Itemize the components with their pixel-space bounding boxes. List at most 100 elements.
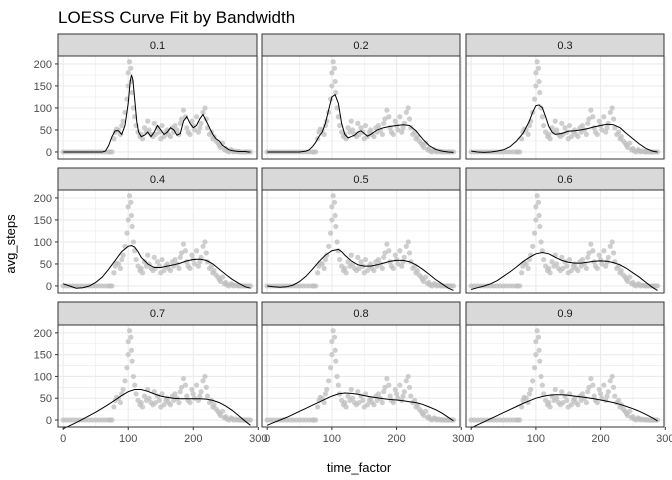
data-point — [421, 413, 427, 419]
facet-panel: 0.1 0 50 100 150 200 — [34, 33, 259, 160]
data-point — [605, 389, 611, 395]
y-tick-label: 100 — [34, 103, 52, 115]
data-point — [399, 129, 405, 135]
data-point — [187, 131, 193, 137]
facet-strip-label: 0.2 — [353, 40, 368, 52]
x-tick-label: 0 — [468, 433, 474, 445]
data-point — [382, 116, 388, 122]
data-point — [345, 125, 351, 131]
data-point — [379, 265, 385, 271]
data-point — [610, 250, 617, 256]
data-point — [128, 212, 135, 219]
facet-panel: 0.2 — [261, 33, 462, 160]
data-point — [537, 89, 543, 96]
data-point — [609, 239, 615, 245]
data-point — [343, 270, 349, 276]
data-point — [182, 382, 189, 388]
data-point — [133, 256, 139, 263]
x-tick-label: 300 — [249, 433, 267, 445]
data-point — [326, 378, 332, 384]
data-point — [208, 263, 215, 269]
data-point — [384, 376, 390, 382]
data-point — [553, 127, 560, 133]
data-point — [553, 395, 560, 401]
data-point — [358, 259, 364, 265]
data-point — [145, 118, 151, 124]
data-point — [133, 391, 139, 397]
data-point — [375, 391, 382, 397]
data-point — [585, 254, 591, 260]
data-point — [178, 250, 185, 256]
data-point — [547, 404, 553, 410]
data-point — [533, 83, 539, 89]
data-point — [382, 384, 388, 390]
y-tick-label: 0 — [46, 281, 52, 293]
data-point — [609, 105, 615, 111]
data-point — [313, 149, 319, 155]
data-point — [538, 373, 544, 380]
data-point — [200, 243, 206, 249]
data-point — [329, 338, 335, 345]
data-point — [125, 338, 131, 345]
facet-strip-label: 0.1 — [150, 40, 165, 52]
data-point — [177, 120, 183, 126]
data-point — [167, 133, 174, 140]
data-point — [393, 256, 400, 263]
data-point — [533, 217, 539, 223]
x-tick-label: 0 — [264, 433, 270, 445]
y-tick-label: 50 — [40, 259, 52, 271]
data-point — [406, 384, 413, 390]
data-point — [129, 89, 135, 96]
data-point — [191, 261, 198, 267]
y-tick-label: 100 — [34, 371, 52, 383]
data-point — [531, 230, 538, 236]
data-point — [528, 386, 534, 393]
data-point — [151, 254, 157, 260]
loess-fit-line — [267, 392, 454, 426]
data-point — [371, 267, 377, 274]
data-point — [392, 118, 398, 124]
data-point — [193, 114, 200, 120]
data-point — [197, 259, 203, 265]
data-point — [141, 125, 148, 131]
data-point — [356, 265, 362, 271]
data-point — [217, 278, 224, 285]
y-tick-label: 50 — [40, 393, 52, 405]
data-point — [405, 105, 411, 111]
data-point — [195, 263, 202, 269]
data-point — [176, 265, 182, 271]
data-point — [610, 384, 617, 390]
y-axis-title: avg_steps — [3, 214, 18, 274]
data-point — [531, 96, 538, 102]
data-point — [138, 399, 144, 406]
data-point — [178, 116, 185, 122]
data-point — [534, 59, 540, 65]
data-point — [184, 125, 190, 131]
data-point — [111, 404, 117, 410]
x-tick-label: 200 — [387, 433, 405, 445]
data-point — [534, 193, 540, 199]
data-point — [575, 402, 581, 408]
facet-panel: 0.6 — [465, 167, 666, 294]
data-point — [604, 125, 610, 131]
data-point — [315, 404, 321, 410]
data-point — [594, 131, 600, 137]
data-point — [364, 402, 371, 408]
data-point — [531, 365, 538, 371]
data-point — [397, 114, 403, 120]
data-point — [530, 243, 536, 249]
data-point — [575, 133, 581, 140]
data-point — [537, 223, 543, 230]
data-point — [219, 408, 226, 414]
data-point — [333, 358, 339, 364]
data-point — [618, 267, 624, 274]
y-tick-label: 200 — [34, 59, 52, 71]
data-point — [167, 267, 174, 274]
data-point — [541, 122, 547, 129]
data-point — [349, 395, 356, 401]
data-point — [321, 265, 327, 271]
data-point — [552, 118, 558, 124]
data-point — [355, 389, 361, 395]
data-point — [599, 127, 605, 133]
